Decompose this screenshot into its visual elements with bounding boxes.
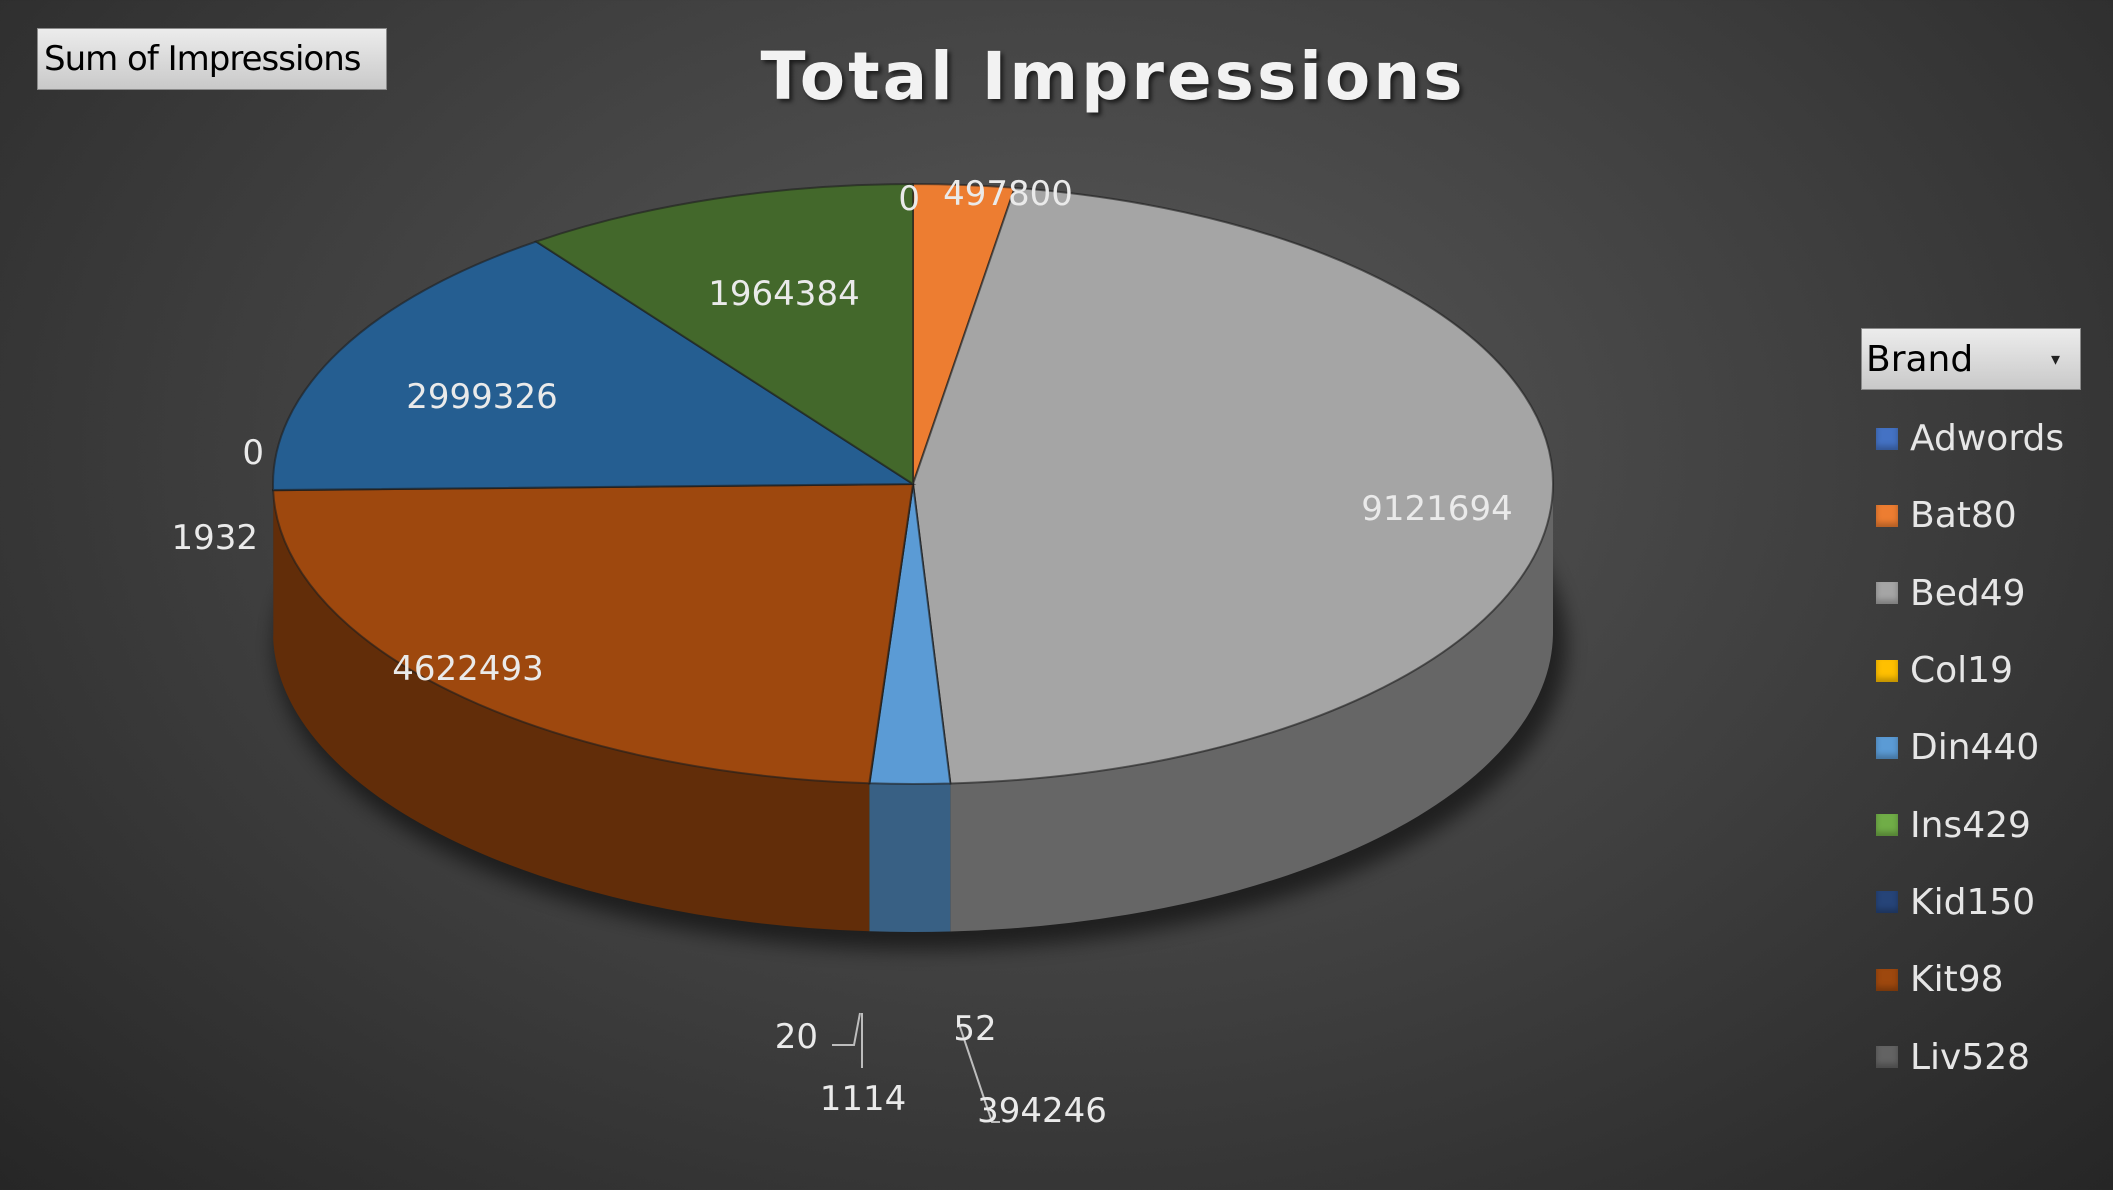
- data-label-adwords: 0: [898, 179, 920, 219]
- legend-label: Kid150: [1910, 881, 2036, 923]
- legend-item-adwords[interactable]: Adwords: [1876, 400, 2064, 477]
- legend-item-kit98[interactable]: Kit98: [1876, 941, 2064, 1018]
- legend-swatch: [1876, 736, 1898, 759]
- brand-filter-label: Brand: [1866, 339, 1974, 380]
- pie-slice-kit98[interactable]: [272, 482, 915, 785]
- data-label-liv528: 1932: [171, 518, 258, 558]
- legend-item-bat80[interactable]: Bat80: [1876, 477, 2064, 554]
- legend-label: Bed49: [1910, 572, 2026, 614]
- brand-filter-button[interactable]: Brand ▾: [1861, 328, 2081, 390]
- legend-item-kid150[interactable]: Kid150: [1876, 864, 2064, 941]
- legend-label: Ins429: [1910, 804, 2031, 846]
- pie-slice-ins429[interactable]: [533, 182, 914, 486]
- chart-legend: Adwords Bat80 Bed49 Col19 Din440 Ins429 Kid150…: [1876, 400, 2064, 1096]
- legend-swatch: [1876, 582, 1898, 605]
- data-label-din440: 394246: [977, 1091, 1107, 1131]
- legend-item-liv528[interactable]: Liv528: [1876, 1018, 2064, 1095]
- data-label-col19: 52: [953, 1009, 996, 1049]
- data-label-kid150: 20: [775, 1017, 818, 1057]
- legend-swatch: [1876, 968, 1898, 991]
- pie-side-din440: [869, 783, 951, 932]
- legend-swatch: [1876, 659, 1898, 682]
- data-label-kid150: 2999326: [406, 377, 557, 417]
- data-label-bat80: 497800: [943, 174, 1073, 214]
- pie-slice-bed49[interactable]: [911, 186, 1554, 785]
- legend-label: Din440: [1910, 727, 2040, 769]
- legend-item-col19[interactable]: Col19: [1876, 632, 2064, 709]
- legend-item-din440[interactable]: Din440: [1876, 709, 2064, 786]
- leader-line-din440: [957, 1020, 1000, 1123]
- data-label-ins429: 1964384: [708, 274, 859, 314]
- leader-line-kid150: [832, 1012, 861, 1046]
- chevron-down-icon[interactable]: ▾: [2050, 349, 2060, 370]
- legend-swatch: [1876, 1046, 1898, 1069]
- chart-title: Total Impressions: [760, 38, 1466, 115]
- legend-swatch: [1876, 891, 1898, 914]
- legend-swatch: [1876, 504, 1898, 527]
- data-label-adwords: 0: [242, 433, 264, 473]
- legend-swatch: [1876, 427, 1898, 450]
- pie-slice-kid150[interactable]: [272, 240, 917, 492]
- pie-side-kit98: [273, 490, 870, 932]
- legend-item-bed49[interactable]: Bed49: [1876, 555, 2064, 632]
- data-label-ins429: 1114: [820, 1079, 907, 1119]
- pie-side-bed49: [950, 484, 1553, 932]
- legend-label: Kit98: [1910, 959, 2004, 1001]
- legend-label: Adwords: [1910, 418, 2065, 460]
- legend-item-ins429[interactable]: Ins429: [1876, 786, 2064, 863]
- legend-label: Col19: [1910, 650, 2013, 692]
- legend-label: Bat80: [1910, 495, 2017, 537]
- field-button-sum-of-impressions[interactable]: Sum of Impressions: [37, 28, 387, 90]
- legend-label: Liv528: [1910, 1036, 2031, 1078]
- legend-swatch: [1876, 814, 1898, 837]
- data-label-bed49: 9121694: [1361, 489, 1512, 529]
- data-label-kit98: 4622493: [392, 649, 543, 689]
